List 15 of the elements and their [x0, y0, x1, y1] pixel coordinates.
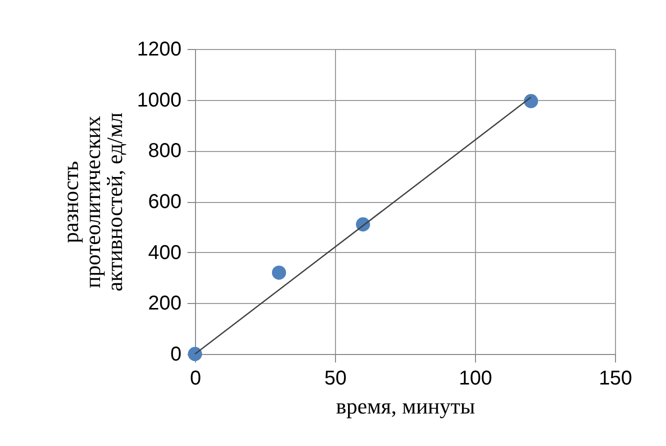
y-tick-label: 800: [148, 140, 182, 162]
y-tick-label: 400: [148, 242, 182, 264]
y-tick-label: 1200: [137, 38, 182, 60]
x-axis-title: время, минуты: [336, 394, 476, 418]
x-tick-label: 50: [324, 368, 347, 390]
x-tick-label: 100: [458, 368, 492, 390]
x-tick-label: 0: [190, 368, 202, 390]
x-tick-label: 150: [598, 368, 632, 390]
y-tick-label: 1000: [137, 89, 182, 112]
y-tick-label: 0: [170, 344, 182, 366]
y-tick-label: 200: [148, 292, 182, 315]
y-axis-title: разность протеолитических активностей, ед/мл: [58, 112, 128, 292]
point: [272, 266, 286, 280]
y-tick-label: 600: [148, 191, 182, 213]
point: [524, 94, 538, 108]
